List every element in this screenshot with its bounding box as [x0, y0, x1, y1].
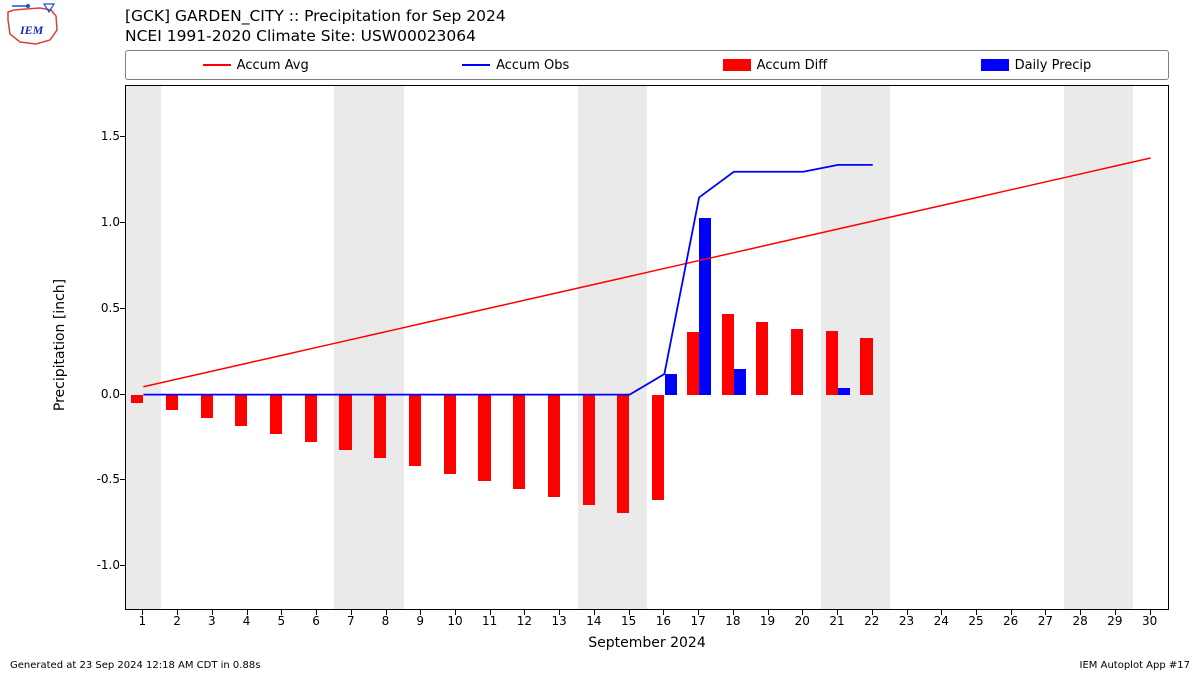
x-tick-mark	[594, 610, 595, 615]
x-tick-label: 26	[1003, 614, 1018, 628]
x-tick-mark	[872, 610, 873, 615]
svg-text:IEM: IEM	[19, 23, 44, 37]
x-tick-label: 16	[656, 614, 671, 628]
x-tick-mark	[386, 610, 387, 615]
legend: Accum Avg Accum Obs Accum Diff Daily Precip	[125, 50, 1169, 80]
y-tick-mark	[120, 394, 125, 395]
x-tick-label: 11	[482, 614, 497, 628]
legend-label: Accum Avg	[237, 58, 309, 73]
y-tick-label: 1.0	[80, 215, 120, 229]
x-tick-label: 25	[968, 614, 983, 628]
x-tick-label: 6	[312, 614, 320, 628]
x-tick-mark	[351, 610, 352, 615]
y-tick-label: 0.5	[80, 301, 120, 315]
legend-swatch	[203, 64, 231, 66]
x-tick-mark	[1080, 610, 1081, 615]
x-tick-label: 13	[552, 614, 567, 628]
x-tick-label: 1	[139, 614, 147, 628]
x-tick-label: 30	[1142, 614, 1157, 628]
y-tick-mark	[120, 479, 125, 480]
legend-swatch	[462, 64, 490, 66]
x-tick-mark	[490, 610, 491, 615]
x-tick-mark	[281, 610, 282, 615]
legend-item: Accum Avg	[203, 58, 309, 73]
x-tick-mark	[1045, 610, 1046, 615]
x-tick-label: 20	[795, 614, 810, 628]
x-tick-mark	[142, 610, 143, 615]
x-tick-mark	[733, 610, 734, 615]
legend-swatch	[981, 59, 1009, 71]
x-tick-label: 29	[1107, 614, 1122, 628]
iem-logo: IEM	[6, 2, 61, 46]
y-tick-label: 0.0	[80, 387, 120, 401]
x-axis-label: September 2024	[588, 635, 705, 651]
y-tick-mark	[120, 565, 125, 566]
page: IEM [GCK] GARDEN_CITY :: Precipitation f…	[0, 0, 1200, 675]
x-tick-mark	[941, 610, 942, 615]
footer-app: IEM Autoplot App #17	[1080, 660, 1190, 671]
x-tick-mark	[629, 610, 630, 615]
x-tick-mark	[802, 610, 803, 615]
title-line-1: [GCK] GARDEN_CITY :: Precipitation for S…	[125, 6, 506, 26]
x-tick-label: 15	[621, 614, 636, 628]
x-tick-label: 23	[899, 614, 914, 628]
x-tick-label: 9	[416, 614, 424, 628]
x-tick-label: 5	[277, 614, 285, 628]
legend-label: Accum Diff	[757, 58, 828, 73]
x-tick-label: 8	[382, 614, 390, 628]
x-tick-label: 7	[347, 614, 355, 628]
x-tick-label: 4	[243, 614, 251, 628]
x-tick-label: 17	[690, 614, 705, 628]
y-axis-label: Precipitation [inch]	[52, 279, 68, 411]
x-tick-mark	[837, 610, 838, 615]
x-tick-label: 14	[586, 614, 601, 628]
x-tick-label: 24	[934, 614, 949, 628]
x-tick-mark	[1011, 610, 1012, 615]
x-tick-label: 3	[208, 614, 216, 628]
y-tick-label: 1.5	[80, 129, 120, 143]
legend-item: Accum Diff	[723, 58, 828, 73]
x-tick-label: 18	[725, 614, 740, 628]
accum-avg-line	[143, 158, 1150, 387]
x-tick-label: 28	[1073, 614, 1088, 628]
x-tick-label: 12	[517, 614, 532, 628]
x-tick-mark	[768, 610, 769, 615]
chart-title: [GCK] GARDEN_CITY :: Precipitation for S…	[125, 6, 506, 46]
y-tick-mark	[120, 308, 125, 309]
y-tick-label: -1.0	[80, 558, 120, 572]
x-tick-mark	[212, 610, 213, 615]
x-tick-mark	[663, 610, 664, 615]
x-tick-mark	[559, 610, 560, 615]
y-tick-label: -0.5	[80, 472, 120, 486]
x-tick-mark	[698, 610, 699, 615]
x-tick-mark	[247, 610, 248, 615]
x-tick-label: 19	[760, 614, 775, 628]
x-tick-mark	[316, 610, 317, 615]
legend-item: Accum Obs	[462, 58, 569, 73]
y-tick-mark	[120, 136, 125, 137]
x-tick-label: 10	[447, 614, 462, 628]
x-tick-mark	[177, 610, 178, 615]
legend-swatch	[723, 59, 751, 71]
y-tick-mark	[120, 222, 125, 223]
plot-area	[125, 85, 1169, 610]
title-line-2: NCEI 1991-2020 Climate Site: USW00023064	[125, 26, 506, 46]
x-tick-mark	[455, 610, 456, 615]
accum-obs-line	[143, 165, 872, 395]
legend-label: Accum Obs	[496, 58, 569, 73]
x-tick-label: 2	[173, 614, 181, 628]
x-tick-label: 21	[829, 614, 844, 628]
x-tick-mark	[907, 610, 908, 615]
x-tick-label: 22	[864, 614, 879, 628]
footer-generated: Generated at 23 Sep 2024 12:18 AM CDT in…	[10, 660, 260, 671]
line-layer	[126, 86, 1168, 609]
legend-label: Daily Precip	[1015, 58, 1092, 73]
x-tick-label: 27	[1038, 614, 1053, 628]
x-tick-mark	[420, 610, 421, 615]
x-tick-mark	[976, 610, 977, 615]
x-tick-mark	[524, 610, 525, 615]
legend-item: Daily Precip	[981, 58, 1092, 73]
x-tick-mark	[1150, 610, 1151, 615]
x-tick-mark	[1115, 610, 1116, 615]
